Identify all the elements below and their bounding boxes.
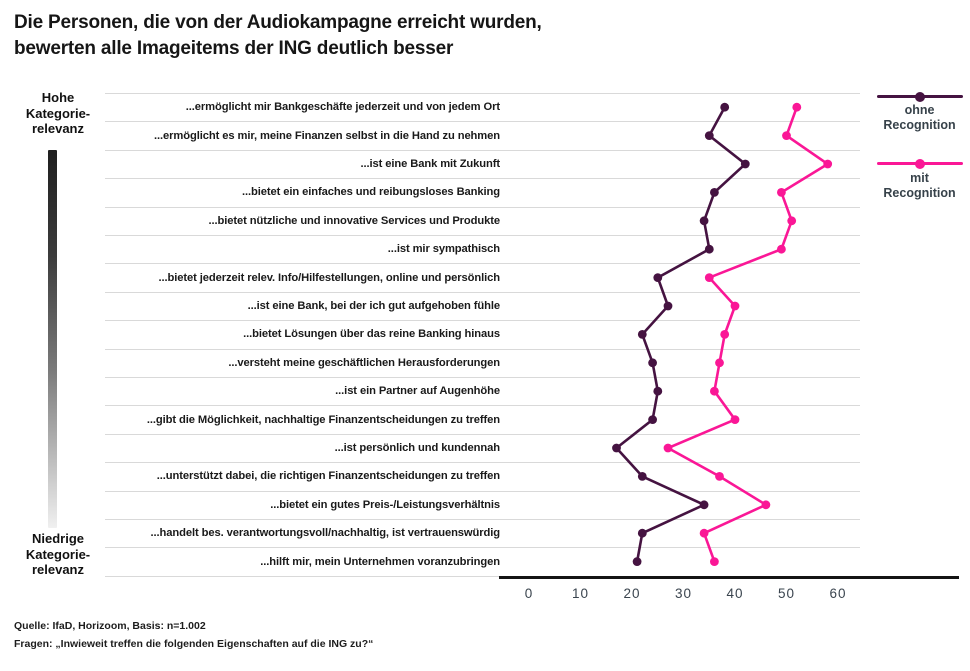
- series-line-mit-recognition: [665, 106, 831, 563]
- row-separator: [105, 433, 860, 435]
- data-point-ohne-recognition: [637, 330, 647, 339]
- data-point-mit-recognition: [787, 216, 797, 226]
- high-relevance-label: Hohe Kategorie- relevanz: [25, 90, 91, 137]
- data-point-ohne-recognition: [663, 301, 673, 311]
- category-label: ...ist eine Bank mit Zukunft: [360, 158, 500, 170]
- category-label: ...ermöglicht mir Bankgeschäfte jederzei…: [185, 101, 500, 114]
- category-label: ...ist persönlich und kundennah: [334, 442, 500, 454]
- data-point-ohne-recognition: [720, 102, 730, 112]
- data-point-ohne-recognition: [699, 216, 709, 226]
- data-point-mit-recognition: [777, 244, 786, 254]
- legend-label-ohne-recognition: ohne Recognition: [883, 103, 956, 132]
- x-tick-label: 10: [571, 586, 590, 601]
- chart-title: Die Personen, die von der Audiokampagne …: [14, 12, 542, 60]
- data-point-mit-recognition: [710, 386, 719, 396]
- data-point-ohne-recognition: [704, 244, 714, 254]
- data-point-ohne-recognition: [637, 472, 647, 481]
- row-separator: [105, 462, 860, 464]
- legend-line-mit-recognition: [877, 158, 963, 169]
- row-separator: [105, 263, 860, 265]
- data-point-mit-recognition: [663, 443, 673, 453]
- x-tick-label: 40: [726, 586, 744, 601]
- data-point-mit-recognition: [823, 159, 833, 169]
- x-tick-label: 20: [623, 586, 641, 601]
- relevance-gradient-bar: [48, 150, 57, 528]
- data-point-mit-recognition: [792, 102, 802, 112]
- data-point-ohne-recognition: [648, 415, 657, 424]
- legend-dot-mit-recognition: [915, 158, 925, 169]
- data-point-mit-recognition: [715, 358, 724, 368]
- category-label: ...bietet Lösungen über das reine Bankin…: [243, 328, 500, 341]
- category-label: ...unterstützt dabei, die richtigen Fina…: [156, 470, 500, 483]
- x-tick-label: 30: [674, 586, 693, 601]
- category-label: ...handelt bes. verantwortungsvoll/nachh…: [150, 527, 500, 540]
- row-separator: [105, 121, 860, 123]
- data-point-ohne-recognition: [710, 188, 719, 197]
- data-point-mit-recognition: [777, 188, 786, 197]
- low-relevance-label: Niedrige Kategorie- relevanz: [25, 531, 91, 578]
- row-separator: [105, 291, 860, 293]
- row-separator: [105, 519, 860, 520]
- data-point-ohne-recognition: [653, 273, 663, 282]
- data-point-mit-recognition: [710, 557, 719, 566]
- x-tick-label: 60: [829, 586, 847, 601]
- row-separator: [105, 547, 860, 549]
- row-separator: [105, 575, 860, 577]
- data-point-mit-recognition: [730, 415, 740, 424]
- data-point-mit-recognition: [782, 131, 791, 141]
- question-note: Fragen: „Inwieweit treffen die folgenden…: [14, 638, 374, 650]
- row-separator: [105, 235, 860, 236]
- category-label: ...ermöglicht es mir, meine Finanzen sel…: [154, 129, 500, 142]
- data-point-ohne-recognition: [740, 159, 750, 169]
- category-label: ...versteht meine geschäftlichen Herausf…: [228, 356, 500, 369]
- row-separator: [105, 206, 860, 208]
- data-point-mit-recognition: [761, 500, 771, 510]
- category-label: ...bietet jederzeit relev. Info/Hilfeste…: [158, 271, 500, 284]
- category-label: ...bietet ein gutes Preis-/Leistungsverh…: [270, 498, 500, 511]
- data-point-ohne-recognition: [653, 386, 663, 396]
- row-separator: [105, 178, 860, 180]
- data-point-ohne-recognition: [637, 528, 647, 538]
- data-point-ohne-recognition: [704, 131, 714, 141]
- x-axis-line: [499, 576, 959, 579]
- row-separator: [105, 348, 860, 350]
- row-separator: [105, 377, 860, 378]
- category-label: ...gibt die Möglichkeit, nachhaltige Fin…: [146, 413, 500, 426]
- row-separator: [105, 320, 860, 322]
- data-point-mit-recognition: [730, 301, 740, 311]
- x-tick-label: 50: [777, 586, 796, 601]
- legend-dot-ohne-recognition: [915, 91, 925, 102]
- category-label: ...ist ein Partner auf Augenhöhe: [335, 385, 500, 398]
- legend-line-ohne-recognition: [877, 91, 963, 102]
- row-separator: [105, 149, 860, 151]
- data-point-mit-recognition: [715, 472, 724, 481]
- data-point-ohne-recognition: [612, 443, 621, 453]
- row-separator: [105, 405, 860, 407]
- category-label: ...bietet nützliche und innovative Servi…: [208, 214, 500, 227]
- source-note: Quelle: IfaD, Horizoom, Basis: n=1.002: [14, 620, 206, 632]
- data-point-ohne-recognition: [632, 557, 642, 566]
- data-point-ohne-recognition: [648, 358, 657, 368]
- data-point-ohne-recognition: [699, 500, 709, 510]
- legend-label-mit-recognition: mit Recognition: [883, 171, 956, 200]
- row-separator: [105, 490, 860, 492]
- data-point-mit-recognition: [704, 273, 714, 282]
- category-label: ...ist mir sympathisch: [387, 243, 500, 256]
- data-point-mit-recognition: [699, 528, 709, 538]
- data-point-mit-recognition: [720, 330, 730, 339]
- x-tick-label: 0: [524, 586, 534, 601]
- category-label: ...bietet ein einfaches und reibungslose…: [241, 186, 500, 199]
- row-separator: [105, 93, 860, 94]
- category-label: ...ist eine Bank, bei der ich gut aufgeh…: [247, 300, 500, 312]
- category-label: ...hilft mir, mein Unternehmen voranzubr…: [260, 555, 500, 568]
